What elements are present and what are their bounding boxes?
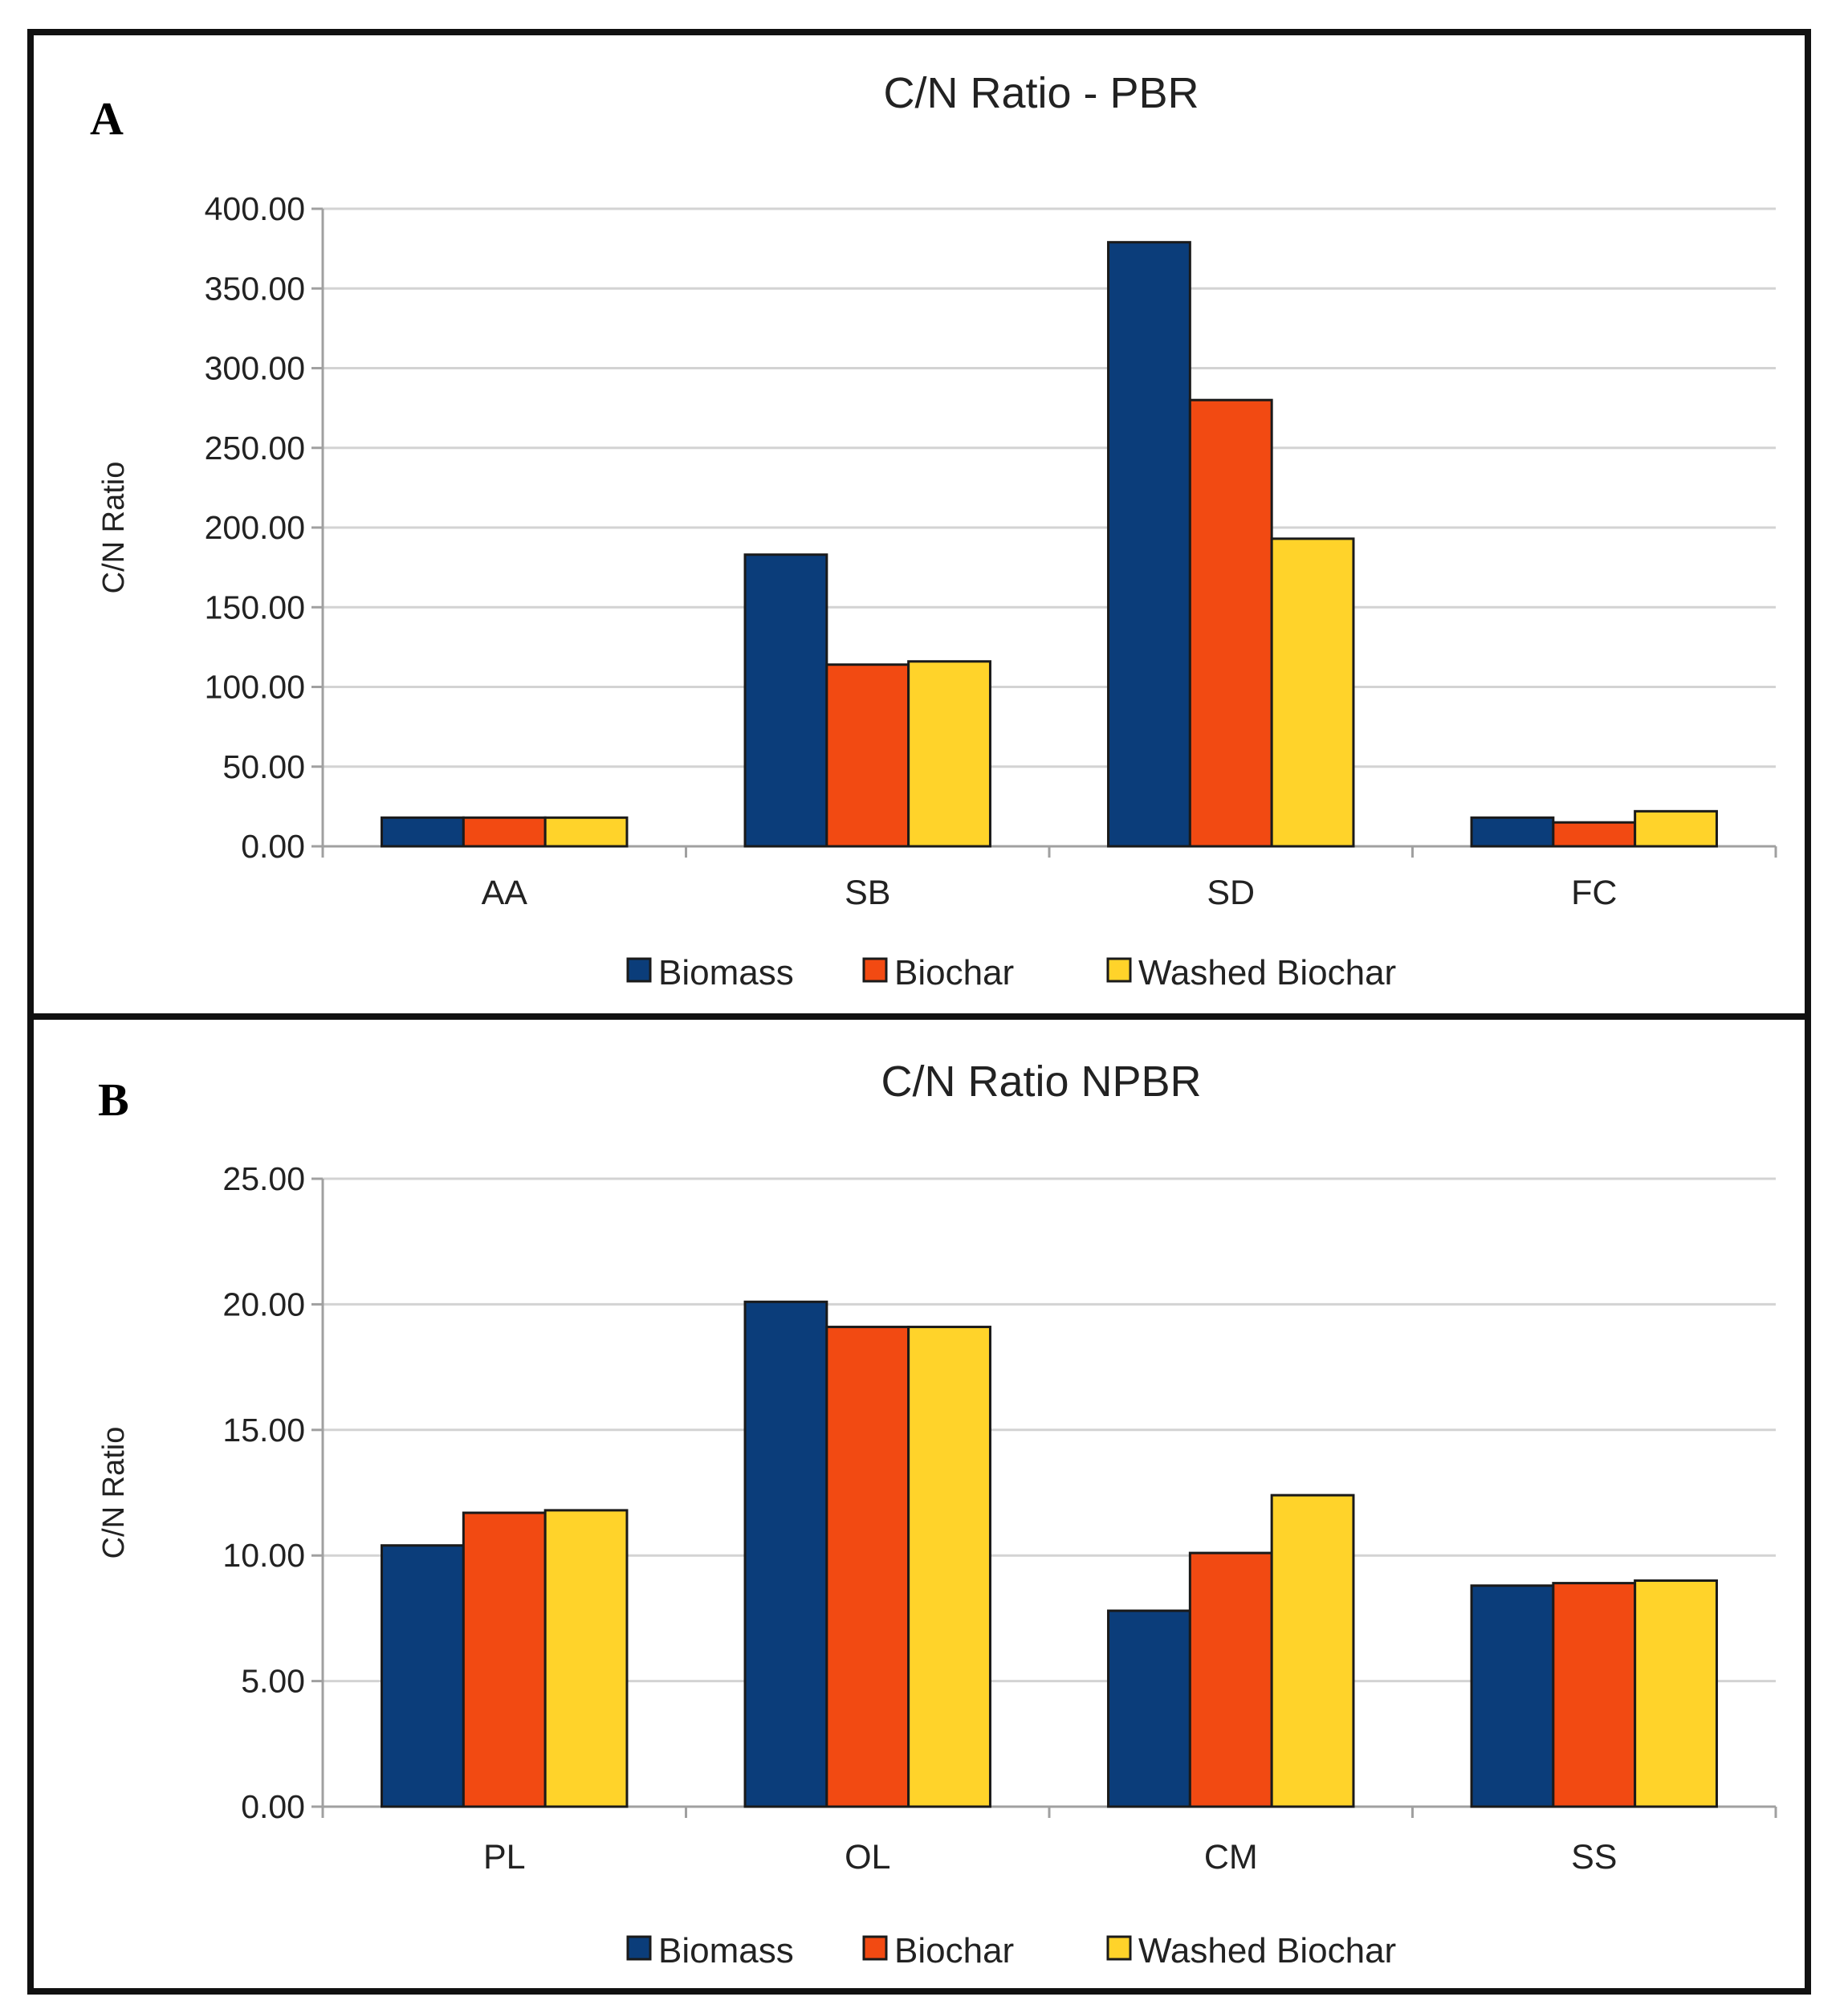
- panel-label-b: B: [98, 1074, 129, 1126]
- legend-label-biomass: Biomass: [658, 1931, 794, 1970]
- chart-b: C/N Ratio NPBR 0.00 5.00 10.00 15.00 20.00 25.…: [97, 1057, 1777, 1970]
- legend-swatch-biochar: [862, 1935, 888, 1961]
- chart-title: C/N Ratio NPBR: [881, 1057, 1201, 1106]
- bar-biomass-cm: [1107, 1609, 1191, 1808]
- bar-biomass-sb: [743, 553, 828, 848]
- bar-washed-cm: [1270, 1494, 1355, 1808]
- y-tick-label: 150.00: [205, 589, 305, 626]
- y-tick-label: 50.00: [222, 748, 305, 785]
- legend-swatch-washed: [1106, 957, 1132, 983]
- bar-biochar-ss: [1552, 1582, 1637, 1808]
- x-tick-label: PL: [483, 1838, 526, 1877]
- y-axis-label: C/N Ratio: [97, 462, 131, 594]
- x-tick-label: SB: [845, 874, 890, 912]
- x-tick-label: SD: [1207, 874, 1255, 912]
- bar-biomass-sd: [1107, 241, 1191, 848]
- x-tick-label: FC: [1571, 874, 1617, 912]
- x-tick-label: OL: [845, 1838, 890, 1877]
- bar-biochar-pl: [462, 1511, 547, 1808]
- y-tick-label: 0.00: [241, 1788, 305, 1825]
- y-tick-label: 25.00: [222, 1160, 305, 1197]
- y-tick-label: 5.00: [241, 1663, 305, 1700]
- bar-biomass-ss: [1470, 1584, 1555, 1808]
- y-tick-label: 0.00: [241, 828, 305, 865]
- bar-biomass-ol: [743, 1300, 828, 1808]
- y-tick-label: 10.00: [222, 1537, 305, 1574]
- y-tick-label: 200.00: [205, 509, 305, 546]
- y-tick-label: 250.00: [205, 430, 305, 467]
- legend-swatch-biomass: [626, 957, 652, 983]
- bar-biochar-sd: [1188, 398, 1273, 848]
- bar-biochar-cm: [1188, 1551, 1273, 1808]
- x-tick-label: CM: [1204, 1838, 1258, 1877]
- chart-panel-b: B C/N Ratio NPBR 0.00 5.00 10.00 15.00 20.00 2…: [27, 1013, 1811, 1995]
- x-tick-label: SS: [1571, 1838, 1617, 1877]
- y-tick-label: 15.00: [222, 1412, 305, 1449]
- legend-label-washed: Washed Biochar: [1138, 1931, 1396, 1970]
- bar-biomass-fc: [1470, 816, 1555, 848]
- bar-washed-sd: [1270, 537, 1355, 848]
- bar-biomass-pl: [381, 1544, 465, 1808]
- bar-biochar-fc: [1552, 821, 1637, 848]
- bar-washed-ss: [1634, 1579, 1718, 1808]
- legend-label-biochar: Biochar: [894, 953, 1014, 992]
- legend-label-washed: Washed Biochar: [1138, 953, 1396, 992]
- chart-panel-a: A C/N Ratio - PBR 0.00 50.00 100.00 150.00 20…: [27, 29, 1811, 1025]
- chart-title: C/N Ratio - PBR: [883, 69, 1199, 117]
- bar-washed-pl: [543, 1509, 629, 1808]
- y-tick-label: 300.00: [205, 350, 305, 387]
- bar-biochar-ol: [825, 1326, 910, 1808]
- y-tick-label: 100.00: [205, 669, 305, 706]
- y-tick-label: 350.00: [205, 270, 305, 307]
- y-tick-label: 20.00: [222, 1286, 305, 1322]
- x-tick-label: AA: [482, 874, 528, 912]
- bar-washed-aa: [543, 816, 629, 848]
- chart-a: C/N Ratio - PBR 0.00 50.00 100.00 150.00 200.…: [97, 69, 1777, 992]
- y-axis-label: C/N Ratio: [97, 1427, 131, 1559]
- y-tick-label: 400.00: [205, 190, 305, 227]
- panel-label-a: A: [90, 92, 124, 145]
- bar-washed-ol: [907, 1326, 991, 1808]
- legend-label-biochar: Biochar: [894, 1931, 1014, 1970]
- bar-biochar-sb: [825, 663, 910, 848]
- bar-washed-fc: [1634, 809, 1718, 848]
- bar-washed-sb: [907, 660, 991, 848]
- legend-swatch-washed: [1106, 1935, 1132, 1961]
- bar-biomass-aa: [381, 816, 465, 848]
- legend-swatch-biochar: [862, 957, 888, 983]
- legend-label-biomass: Biomass: [658, 953, 794, 992]
- legend-swatch-biomass: [626, 1935, 652, 1961]
- bar-biochar-aa: [462, 816, 547, 848]
